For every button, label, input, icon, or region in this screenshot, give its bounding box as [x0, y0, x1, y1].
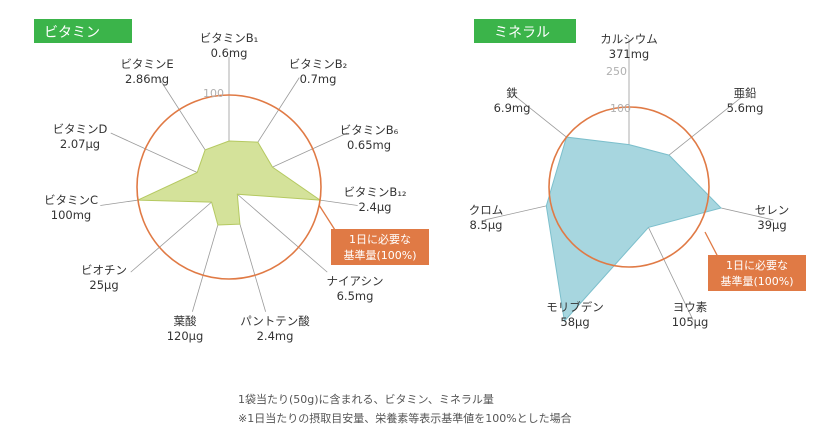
mineral-callout-line1: 1日に必要な	[726, 259, 788, 272]
m-axis-label: セレン	[755, 203, 790, 217]
v-axis-label: 葉酸	[174, 314, 197, 328]
m-axis-label: クロム	[469, 203, 504, 217]
v-axis-amount: 0.7mg	[300, 72, 337, 86]
v-axis-amount: 2.86mg	[125, 72, 169, 86]
v-axis-amount: 25μg	[89, 278, 118, 292]
v-axis-label: ビタミンD	[53, 122, 108, 136]
m-axis-label: 亜鉛	[734, 86, 757, 100]
m-axis-amount: 105μg	[672, 315, 709, 329]
v-axis-label: ナイアシン	[326, 274, 383, 288]
v-axis-label: ビオチン	[81, 263, 127, 277]
v-axis-amount: 100mg	[51, 208, 91, 222]
v-axis-label: ビタミンE	[120, 57, 173, 71]
m-axis-label: モリブデン	[546, 300, 604, 314]
v-axis-amount: 2.4mg	[257, 329, 294, 343]
v-axis-amount: 120μg	[167, 329, 204, 343]
vitamin-header-badge	[34, 19, 132, 43]
v-axis-amount: 0.65mg	[347, 138, 391, 152]
m-axis-label: 鉄	[506, 86, 518, 100]
mineral-callout-line2: 基準量(100%)	[720, 274, 793, 288]
mineral-header-title: ミネラル	[494, 25, 550, 41]
vitamin-callout-line2: 基準量(100%)	[343, 248, 416, 262]
m-axis-amount: 39μg	[757, 218, 786, 232]
footer-note-line1: 1袋当たり(50g)に含まれる、ビタミン、ミネラル量	[238, 393, 494, 406]
m-axis-amount: 8.5μg	[470, 218, 503, 232]
vitamin-scale-tick-100: 100	[203, 87, 224, 100]
v-axis-amount: 0.6mg	[211, 46, 248, 60]
v-spoke	[228, 186, 328, 273]
v-axis-label: ビタミンB₂	[289, 57, 348, 71]
vitamin-header-title: ビタミン	[44, 25, 100, 41]
m-axis-amount: 6.9mg	[494, 101, 531, 115]
mineral-scale-tick-250: 250	[606, 65, 627, 78]
vitamin-callout-box	[331, 229, 429, 265]
m-axis-amount: 371mg	[609, 47, 649, 61]
v-axis-amount: 2.4μg	[359, 200, 392, 214]
mineral-callout-box	[708, 255, 806, 291]
mineral-data-area	[545, 136, 722, 323]
v-axis-label: ビタミンC	[44, 193, 98, 207]
m-axis-amount: 58μg	[560, 315, 589, 329]
mineral-scale-tick-100: 100	[610, 102, 631, 115]
mineral-callout-leader	[704, 231, 719, 258]
v-axis-amount: 6.5mg	[337, 289, 374, 303]
mineral-reference-circle	[548, 106, 710, 268]
vitamin-data-area	[137, 140, 322, 226]
v-axis-label: ビタミンB₁	[200, 31, 259, 45]
m-axis-label: ヨウ素	[673, 300, 708, 314]
v-axis-amount: 2.07μg	[60, 137, 100, 151]
v-axis-label: パントテン酸	[240, 314, 310, 328]
v-axis-label: ビタミンB₁₂	[343, 185, 406, 199]
m-axis-amount: 5.6mg	[727, 101, 764, 115]
v-axis-label: ビタミンB₆	[340, 123, 399, 137]
vitamin-callout-leader	[318, 204, 336, 231]
footer-note-line2: ※1日当たりの摂取目安量、栄養素等表示基準値を100%とした場合	[238, 412, 572, 425]
mineral-header-badge	[474, 19, 576, 43]
vitamin-callout-line1: 1日に必要な	[349, 233, 411, 246]
m-axis-label: カルシウム	[600, 32, 658, 46]
vitamin-reference-circle	[136, 94, 322, 280]
